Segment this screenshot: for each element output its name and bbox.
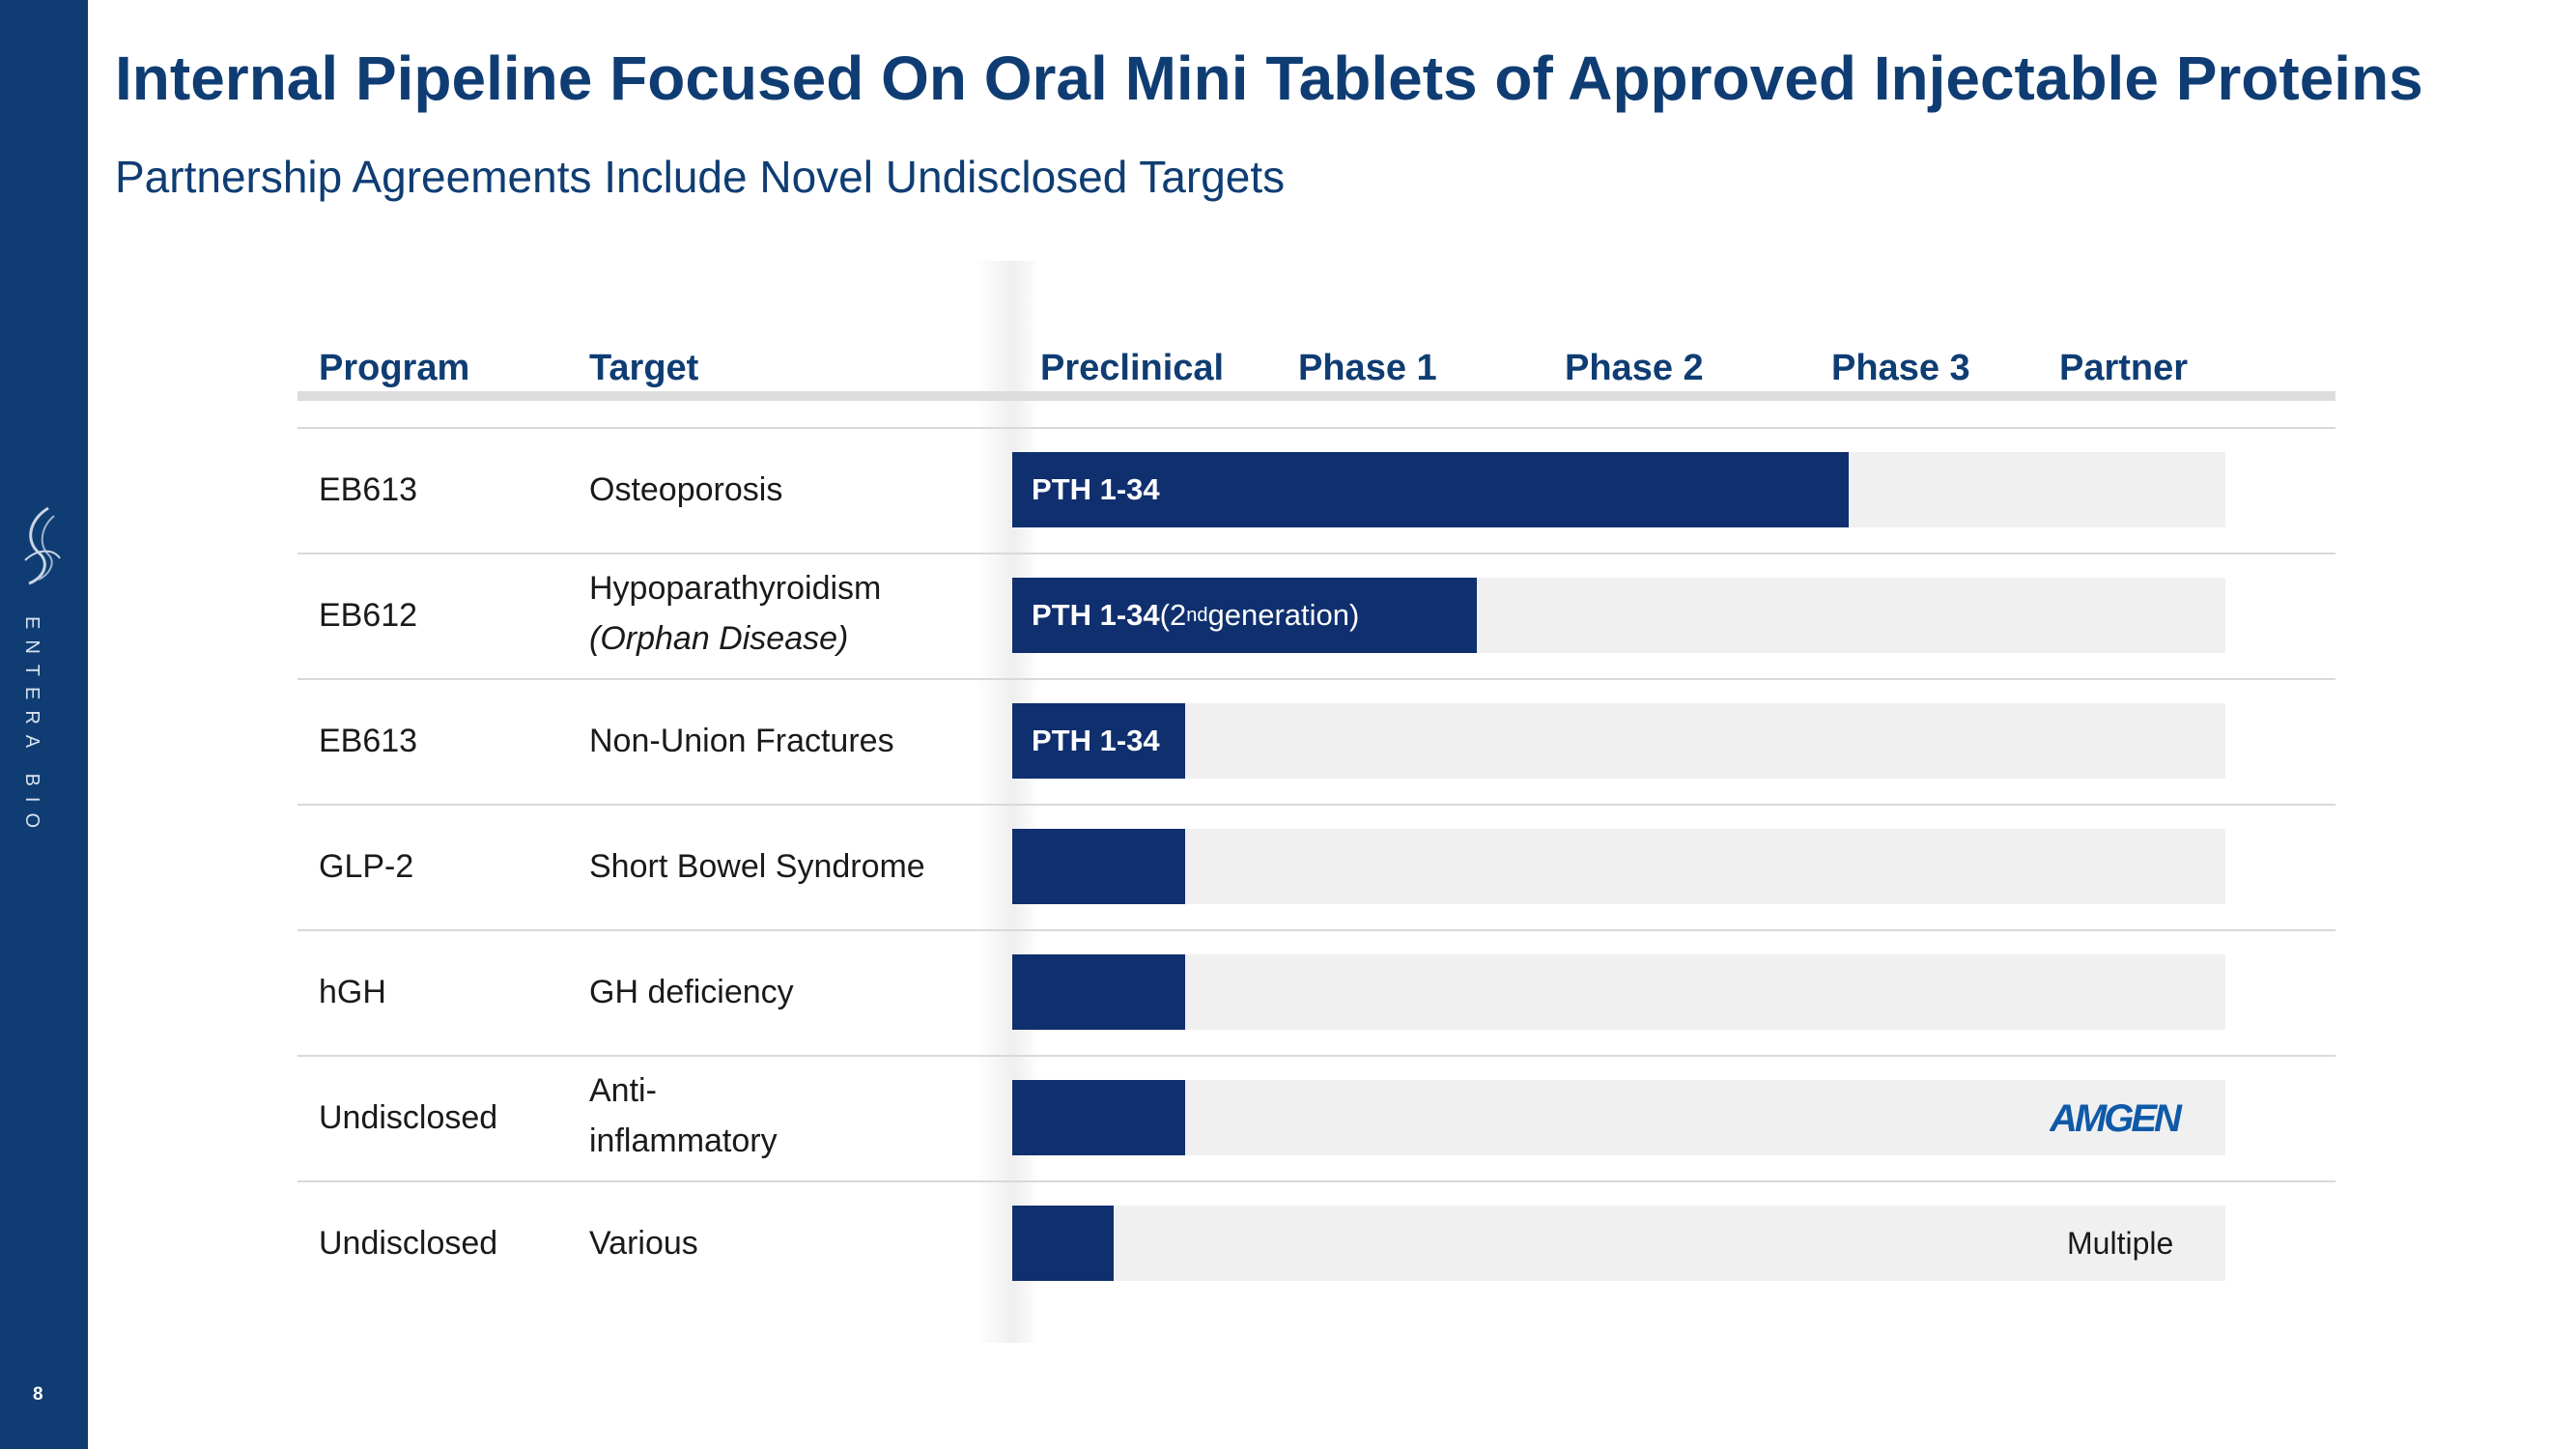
header-program: Program [319,348,470,388]
row-divider [297,929,2335,931]
row-divider [297,678,2335,680]
header-phase-3: Phase 3 [1831,348,1970,388]
progress-bar [1012,1206,1114,1281]
progress-bar: PTH 1-34 [1012,703,1185,779]
progress-track [1012,1206,2225,1281]
swirl-logo-icon [24,506,61,585]
program-name: Undisclosed [319,1099,498,1136]
bar-label: PTH 1-34 [1032,472,1160,506]
page-number: 8 [33,1384,43,1405]
program-name: GLP-2 [319,848,414,885]
progress-bar [1012,954,1185,1030]
header-phase-2: Phase 2 [1565,348,1704,388]
row-divider [297,1180,2335,1182]
row-divider [297,1055,2335,1057]
target-name: Hypoparathyroidism [589,570,882,607]
row-divider [297,553,2335,554]
partner-name: Multiple [2067,1226,2174,1261]
progress-track [1012,1080,2225,1155]
page-title: Internal Pipeline Focused On Oral Mini T… [115,43,2423,113]
stage-shadow [976,261,1039,1343]
target-name: Osteoporosis [589,471,783,508]
svg-text:AMGEN: AMGEN [2050,1097,2183,1139]
progress-bar: PTH 1-34 [1012,452,1849,527]
progress-bar [1012,829,1185,904]
progress-track [1012,703,2225,779]
target-name: GH deficiency [589,974,794,1010]
target-note: (Orphan Disease) [589,620,849,657]
brand-name: ENTERA BIO [21,616,42,839]
row-divider [297,804,2335,806]
program-name: hGH [319,974,386,1010]
bar-label: PTH 1-34 [1032,598,1160,632]
progress-bar: PTH 1-34 (2 nd generation) [1012,578,1477,653]
header-rule [297,391,2335,401]
amgen-logo-icon: AMGEN [2050,1097,2186,1139]
page-subtitle: Partnership Agreements Include Novel Und… [115,152,1286,202]
program-name: EB612 [319,597,418,634]
target-name: Short Bowel Syndrome [589,848,925,885]
program-name: EB613 [319,471,418,508]
target-name: Various [589,1225,698,1262]
header-phase-1: Phase 1 [1298,348,1437,388]
bar-suffix-2: generation) [1207,598,1360,632]
target-note: inflammatory [589,1122,778,1159]
row-divider [297,427,2335,429]
bar-label: PTH 1-34 [1032,724,1160,757]
header-preclinical: Preclinical [1040,348,1225,388]
header-target: Target [589,348,699,388]
progress-bar [1012,1080,1185,1155]
progress-track [1012,829,2225,904]
progress-track [1012,954,2225,1030]
header-partner: Partner [2059,348,2189,388]
sidebar: ENTERA BIO 8 [0,0,88,1449]
program-name: Undisclosed [319,1225,498,1262]
target-name: Non-Union Fractures [589,723,894,759]
bar-suffix: (2 [1159,598,1187,632]
program-name: EB613 [319,723,418,759]
target-name: Anti- [589,1072,657,1109]
